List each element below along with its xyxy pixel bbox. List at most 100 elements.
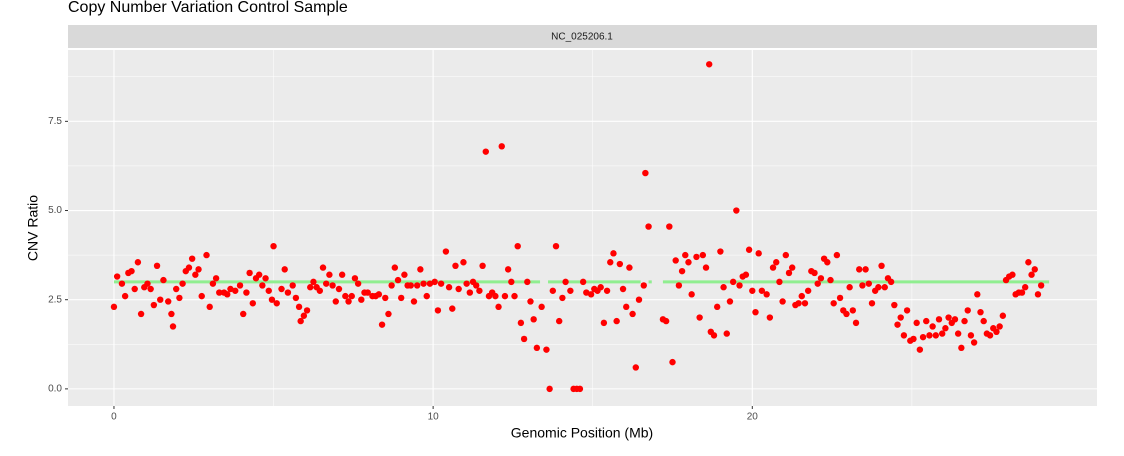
- data-point: [852, 319, 860, 327]
- data-point: [203, 251, 210, 259]
- data-point: [970, 339, 978, 346]
- data-point: [530, 316, 537, 323]
- data-point: [273, 300, 280, 307]
- data-point: [134, 259, 142, 266]
- data-point: [388, 282, 395, 289]
- data-point: [942, 325, 949, 332]
- data-point: [916, 346, 924, 353]
- data-point: [559, 294, 566, 302]
- y-tick-label: 0.0: [48, 384, 62, 395]
- data-point: [758, 287, 766, 294]
- data-point: [326, 271, 333, 278]
- data-point: [431, 278, 438, 286]
- data-point: [249, 300, 256, 307]
- data-point: [693, 253, 700, 261]
- data-point: [629, 310, 636, 318]
- data-point: [255, 271, 263, 278]
- data-point: [811, 269, 818, 277]
- data-point: [913, 319, 920, 327]
- data-point: [729, 278, 737, 286]
- data-point: [121, 292, 129, 300]
- data-point: [736, 282, 743, 289]
- data-point: [974, 291, 981, 298]
- data-point: [501, 292, 509, 300]
- data-point: [875, 284, 882, 291]
- data-point: [710, 332, 718, 339]
- x-tick-label: 0: [111, 412, 117, 423]
- data-point: [967, 332, 975, 339]
- data-point: [804, 287, 812, 294]
- data-point: [903, 307, 911, 314]
- data-point: [335, 285, 343, 293]
- data-point: [292, 294, 300, 302]
- data-point: [685, 259, 692, 266]
- data-point: [678, 267, 686, 275]
- data-point: [932, 332, 940, 339]
- data-point: [278, 285, 285, 293]
- y-tick-label: 7.5: [48, 116, 62, 127]
- data-point: [856, 266, 863, 273]
- data-point: [717, 248, 724, 255]
- data-point: [198, 292, 205, 300]
- data-point: [401, 271, 408, 278]
- data-point: [795, 300, 802, 307]
- data-point: [1028, 271, 1035, 278]
- data-point: [827, 276, 834, 284]
- data-point: [830, 300, 837, 307]
- data-point: [514, 242, 521, 250]
- data-point: [798, 292, 805, 300]
- data-point: [375, 291, 383, 298]
- data-point: [961, 317, 968, 325]
- data-point: [613, 317, 620, 325]
- data-point: [666, 223, 673, 230]
- data-point: [766, 314, 774, 321]
- y-tick-label: 2.5: [48, 294, 62, 305]
- data-point: [323, 280, 330, 287]
- data-point: [358, 296, 365, 303]
- data-point: [391, 264, 399, 271]
- data-point: [185, 264, 193, 271]
- data-point: [295, 303, 303, 311]
- data-point: [137, 310, 145, 318]
- data-point: [1034, 291, 1042, 298]
- data-point: [720, 284, 727, 291]
- data-point: [954, 330, 962, 337]
- data-point: [128, 267, 135, 275]
- data-point: [897, 314, 904, 321]
- data-point: [688, 291, 695, 298]
- data-point: [437, 280, 445, 287]
- data-point: [538, 303, 545, 311]
- data-point: [259, 282, 266, 289]
- y-axis-label: CNV Ratio: [25, 195, 41, 261]
- data-point: [672, 257, 679, 264]
- data-point: [449, 305, 456, 312]
- data-point: [881, 284, 888, 291]
- data-point: [702, 264, 710, 271]
- data-point: [696, 314, 703, 321]
- data-point: [303, 307, 311, 314]
- data-point: [232, 287, 239, 294]
- data-point: [929, 323, 936, 330]
- data-point: [329, 282, 336, 289]
- data-point: [662, 317, 670, 325]
- data-point: [110, 303, 118, 311]
- data-point: [445, 284, 453, 291]
- data-point: [342, 292, 349, 300]
- data-point: [726, 298, 734, 305]
- data-point: [868, 300, 876, 307]
- data-point: [172, 285, 180, 293]
- data-point: [977, 308, 984, 316]
- data-point: [300, 312, 308, 319]
- data-point: [945, 314, 952, 321]
- data-point: [434, 307, 442, 314]
- strip: [68, 25, 1097, 48]
- data-point: [378, 321, 386, 328]
- data-point: [385, 310, 392, 318]
- data-point: [785, 269, 793, 277]
- data-point: [843, 310, 850, 318]
- data-point: [865, 280, 872, 287]
- data-point: [900, 332, 908, 339]
- data-point: [452, 262, 459, 270]
- data-point: [776, 278, 783, 286]
